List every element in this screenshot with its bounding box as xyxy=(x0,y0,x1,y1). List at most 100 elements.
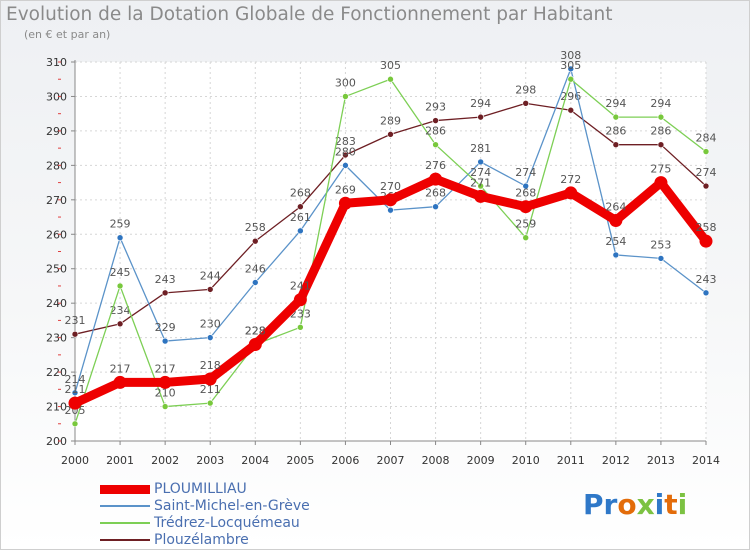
data-point xyxy=(161,403,169,410)
data-point xyxy=(432,117,439,124)
x-tick-label: 2011 xyxy=(557,454,585,467)
data-label: 269 xyxy=(335,183,356,196)
data-point xyxy=(387,131,394,138)
data-point xyxy=(206,286,214,293)
data-point xyxy=(342,93,349,100)
data-point xyxy=(654,176,668,190)
y-tick-label: 250 xyxy=(46,263,67,276)
data-label: 300 xyxy=(335,76,356,89)
x-tick-label: 2004 xyxy=(241,454,269,467)
data-point xyxy=(338,196,352,210)
data-label: 253 xyxy=(650,238,671,251)
x-tick-label: 2012 xyxy=(602,454,630,467)
data-label: 284 xyxy=(696,132,717,145)
data-point xyxy=(567,106,575,114)
data-point xyxy=(293,293,307,307)
data-point xyxy=(113,375,127,389)
data-label: 210 xyxy=(155,387,176,400)
data-point xyxy=(158,375,172,389)
x-tick-label: 2013 xyxy=(647,454,675,467)
data-label: 229 xyxy=(155,321,176,334)
data-point xyxy=(567,65,575,73)
y-tick-label: 270 xyxy=(46,194,67,207)
data-point xyxy=(206,399,214,407)
data-point xyxy=(384,193,397,207)
x-tick-label: 2009 xyxy=(467,454,495,467)
data-point xyxy=(161,289,169,297)
data-point xyxy=(71,389,79,397)
data-point xyxy=(71,330,79,338)
data-point xyxy=(519,200,533,214)
data-point xyxy=(477,113,484,121)
data-label: 243 xyxy=(155,273,176,286)
data-label: 294 xyxy=(470,97,491,110)
data-point xyxy=(699,234,713,248)
data-point xyxy=(71,420,79,428)
data-label: 254 xyxy=(605,235,626,248)
data-point xyxy=(477,158,484,166)
data-point xyxy=(206,334,214,341)
data-point xyxy=(387,206,394,214)
data-point xyxy=(477,182,484,190)
y-tick-label: 290 xyxy=(46,125,67,138)
data-label: 228 xyxy=(245,325,266,338)
y-tick-label: 210 xyxy=(46,401,67,414)
x-tick-label: 2010 xyxy=(512,454,540,467)
data-label: 244 xyxy=(200,269,221,282)
data-point xyxy=(342,162,349,169)
x-tick-label: 2014 xyxy=(692,454,720,467)
data-point xyxy=(116,282,124,290)
data-label: 293 xyxy=(425,101,446,114)
data-label: 289 xyxy=(380,114,401,127)
data-label: 241 xyxy=(290,280,311,293)
legend-label: Trédrez-Locquémeau xyxy=(154,515,300,531)
y-tick-label: 310 xyxy=(46,56,67,69)
data-label: 218 xyxy=(200,359,221,372)
data-point xyxy=(432,203,439,211)
x-tick-label: 2001 xyxy=(106,454,134,467)
data-point xyxy=(116,320,124,328)
data-label: 286 xyxy=(425,125,446,138)
data-point xyxy=(567,75,575,83)
data-label: 261 xyxy=(290,211,311,224)
data-label: 286 xyxy=(605,125,626,138)
data-label: 274 xyxy=(696,166,717,179)
data-label: 283 xyxy=(335,135,356,148)
data-point xyxy=(564,186,578,200)
data-point xyxy=(429,172,443,186)
data-label: 259 xyxy=(515,218,536,231)
y-tick-label: 260 xyxy=(46,228,67,241)
data-label: 268 xyxy=(290,187,311,200)
x-tick-label: 2005 xyxy=(286,454,314,467)
legend-swatch xyxy=(100,539,150,541)
data-label: 205 xyxy=(65,404,86,417)
data-point xyxy=(702,182,710,190)
legend-label: Plouzélambre xyxy=(154,532,249,548)
data-label: 294 xyxy=(650,97,671,110)
data-label: 245 xyxy=(110,266,131,279)
data-label: 217 xyxy=(110,362,131,375)
x-tick-label: 2000 xyxy=(61,454,89,467)
data-label: 271 xyxy=(470,176,491,189)
data-label: 214 xyxy=(65,373,86,386)
data-label: 274 xyxy=(515,166,536,179)
data-point xyxy=(251,237,259,245)
data-point xyxy=(612,141,620,148)
legend-label: PLOUMILLIAU xyxy=(154,481,247,497)
data-point xyxy=(116,234,124,242)
x-tick-label: 2003 xyxy=(196,454,224,467)
y-tick-label: 220 xyxy=(46,366,67,379)
data-label: 281 xyxy=(470,142,491,155)
data-label: 268 xyxy=(515,187,536,200)
data-label: 211 xyxy=(65,383,86,396)
data-point xyxy=(161,337,169,345)
data-label: 270 xyxy=(380,180,401,193)
y-tick-label: 200 xyxy=(46,435,67,448)
y-tick-label: 280 xyxy=(46,159,67,172)
data-label: 264 xyxy=(605,200,626,213)
data-label: 234 xyxy=(110,304,131,317)
x-tick-label: 2002 xyxy=(151,454,179,467)
data-label: 243 xyxy=(696,273,717,286)
y-tick-label: 230 xyxy=(46,332,67,345)
data-label: 280 xyxy=(335,145,356,158)
